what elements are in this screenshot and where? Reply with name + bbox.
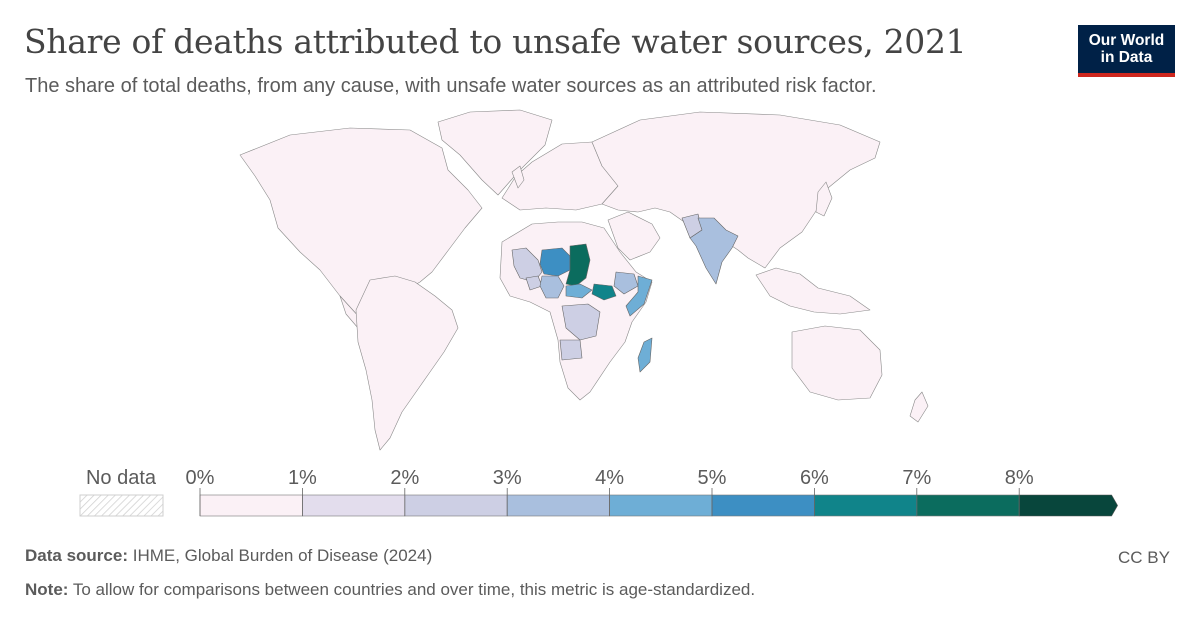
- legend-swatch[interactable]: [916, 494, 1020, 517]
- logo-line-2: in Data: [1100, 49, 1153, 66]
- country-central-african-republic[interactable]: [565, 283, 593, 299]
- legend-tick-label: 7%: [902, 467, 931, 489]
- world-map[interactable]: [220, 100, 980, 455]
- region-new-zealand[interactable]: [909, 391, 929, 423]
- country-nigeria[interactable]: [539, 275, 565, 299]
- region-south-america[interactable]: [355, 275, 459, 451]
- country-south-sudan[interactable]: [591, 283, 617, 301]
- legend-swatch[interactable]: [199, 494, 303, 517]
- legend-tick-label: 5%: [698, 467, 727, 489]
- country-india[interactable]: [689, 217, 739, 285]
- legend-no-data-swatch: [79, 494, 164, 517]
- region-australia[interactable]: [791, 325, 883, 401]
- note-text: To allow for comparisons between countri…: [72, 580, 756, 599]
- owid-logo[interactable]: Our World in Data: [1078, 25, 1175, 77]
- legend-swatch[interactable]: [506, 494, 610, 517]
- region-arabia[interactable]: [607, 211, 661, 261]
- source-text[interactable]: IHME, Global Burden of Disease (2024): [132, 546, 433, 565]
- logo-line-1: Our World: [1088, 32, 1165, 49]
- color-legend: No data 0% 1% 2% 3% 4% 5% 6% 7% 8%: [79, 467, 1118, 517]
- region-uk[interactable]: [511, 165, 525, 189]
- legend-tick-label: 2%: [390, 467, 419, 489]
- legend-swatch[interactable]: [404, 494, 508, 517]
- license-text[interactable]: CC BY: [1118, 548, 1170, 567]
- legend-tick-label: 8%: [1005, 467, 1034, 489]
- legend-swatch[interactable]: [814, 494, 918, 517]
- country-madagascar[interactable]: [637, 337, 653, 373]
- chart-subtitle: The share of total deaths, from any caus…: [25, 75, 877, 97]
- legend-no-data-label: No data: [86, 467, 157, 489]
- source-line: Data source: IHME, Global Burden of Dise…: [25, 546, 432, 566]
- country-angola[interactable]: [559, 339, 583, 361]
- region-asia[interactable]: [591, 111, 881, 269]
- note-label: Note:: [25, 580, 69, 599]
- legend-swatch[interactable]: [302, 494, 406, 517]
- region-southeast-asia[interactable]: [755, 267, 871, 315]
- legend-tick-label: 3%: [493, 467, 522, 489]
- legend-tick-label: 6%: [800, 467, 829, 489]
- logo-accent-bar: [1078, 73, 1175, 77]
- country-dr-congo[interactable]: [561, 303, 601, 341]
- legend-tick-label: 1%: [288, 467, 317, 489]
- legend-tick-label: 0%: [186, 467, 215, 489]
- country-somalia[interactable]: [625, 275, 653, 317]
- country-niger[interactable]: [539, 247, 571, 277]
- legend-swatch[interactable]: [711, 494, 815, 517]
- land-base: [239, 109, 929, 451]
- source-label: Data source:: [25, 546, 128, 565]
- note-line: Note: To allow for comparisons between c…: [25, 580, 755, 600]
- legend-swatch[interactable]: [609, 494, 713, 517]
- legend-tick-label: 4%: [595, 467, 624, 489]
- country-ethiopia[interactable]: [613, 271, 639, 295]
- legend-swatch-overflow[interactable]: [1018, 494, 1118, 517]
- highlighted-countries: [511, 213, 739, 373]
- region-japan[interactable]: [815, 181, 833, 217]
- region-north-america[interactable]: [239, 127, 483, 319]
- chart-title: Share of deaths attributed to unsafe wat…: [24, 22, 967, 61]
